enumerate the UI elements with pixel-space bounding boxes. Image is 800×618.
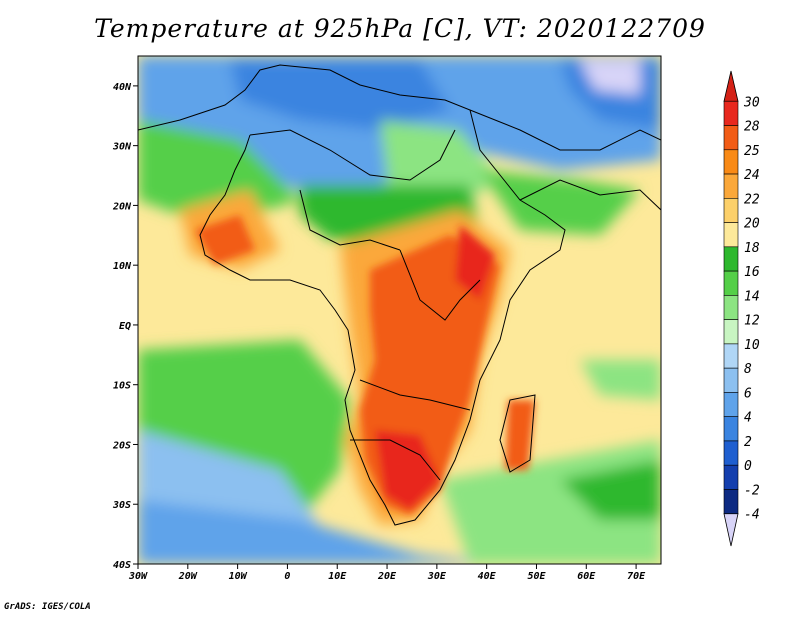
- lon-tick-label: 20E: [377, 571, 397, 582]
- colorbar-label: 22: [744, 192, 760, 207]
- colorbar-label: 28: [744, 120, 760, 135]
- latitude-axis: 40N 30N 20N 10N EQ 10S 20S 30S 40S: [112, 82, 138, 571]
- colorbar-top-arrow: [723, 70, 739, 102]
- lon-tick-label: 10E: [328, 571, 347, 582]
- lat-tick-label: 30S: [112, 500, 131, 511]
- coldest-patch: [580, 60, 640, 95]
- colorbar-label: 20: [744, 217, 760, 232]
- colorbar-swatch: [723, 295, 739, 320]
- colorbar-label: 16: [744, 265, 760, 280]
- lat-tick-label: 40N: [113, 82, 132, 93]
- lat-tick-label: 10N: [113, 261, 132, 272]
- lon-tick-label: 50E: [527, 571, 546, 582]
- lon-tick-label: 0: [284, 571, 290, 582]
- colorbar-swatch: [723, 173, 739, 199]
- colorbar-label: 2: [744, 435, 752, 450]
- colorbar-label: 12: [744, 314, 760, 329]
- colorbar-swatch: [723, 100, 739, 126]
- lat-tick-label: 20N: [112, 201, 132, 212]
- lon-tick-label: 20W: [178, 571, 198, 582]
- colorbar-label: -2: [744, 483, 760, 498]
- colorbar-swatch: [723, 270, 739, 296]
- colorbar-label: 18: [744, 241, 760, 256]
- colorbar-label: 0: [744, 459, 752, 474]
- lat-tick-label: 40S: [113, 560, 131, 571]
- colorbar-bottom-arrow: [723, 513, 739, 547]
- lon-tick-label: 10W: [229, 571, 248, 582]
- colorbar-label: 24: [744, 168, 760, 183]
- colorbar-swatch: [723, 343, 739, 369]
- colorbar-swatch: [723, 392, 739, 417]
- colorbar-swatch: [723, 319, 739, 345]
- colorbar-swatch: [723, 222, 739, 248]
- colorbar-swatch: [723, 367, 739, 393]
- colorbar-label: 4: [744, 411, 752, 426]
- colorbar-label: 8: [744, 362, 752, 377]
- colorbar-label: 30: [743, 95, 760, 110]
- colorbar-swatch: [723, 198, 739, 223]
- lon-tick-label: 30E: [427, 571, 447, 582]
- colorbar-swatch: [723, 246, 739, 272]
- colorbar-label: 14: [744, 289, 760, 304]
- colorbar-swatch: [723, 489, 739, 515]
- colorbar-swatch: [723, 125, 739, 151]
- temperature-field: [138, 56, 661, 564]
- colorbar-swatch: [723, 416, 739, 442]
- longitude-axis: 30W 20W 10W 0 10E 20E 30E 40E 50E 60E 70E: [128, 564, 646, 582]
- colorbar-swatch: [723, 440, 739, 466]
- colorbar-swatch: [723, 149, 739, 175]
- lon-tick-label: 70E: [627, 571, 646, 582]
- colorbar-label: 25: [744, 144, 760, 159]
- lon-tick-label: 40E: [478, 571, 497, 582]
- colorbar-label: 10: [744, 338, 760, 353]
- lat-tick-label: 30N: [112, 142, 132, 153]
- warm-madagascar: [505, 400, 535, 470]
- lat-tick-label: EQ: [119, 321, 131, 332]
- grads-credit: GrADS: IGES/COLA: [4, 602, 91, 612]
- coastlines: [138, 64, 661, 526]
- map-title: Temperature at 925hPa [C], VT: 202012270…: [94, 14, 706, 43]
- plot-frame: [137, 55, 662, 565]
- lat-tick-label: 10S: [113, 381, 131, 392]
- colorbar-label: -4: [744, 508, 760, 523]
- colorbar-label: 6: [744, 386, 752, 401]
- lon-tick-label: 60E: [577, 571, 596, 582]
- lon-tick-label: 30W: [128, 571, 148, 582]
- lat-tick-label: 20S: [112, 440, 131, 451]
- colorbar-swatch: [723, 464, 739, 490]
